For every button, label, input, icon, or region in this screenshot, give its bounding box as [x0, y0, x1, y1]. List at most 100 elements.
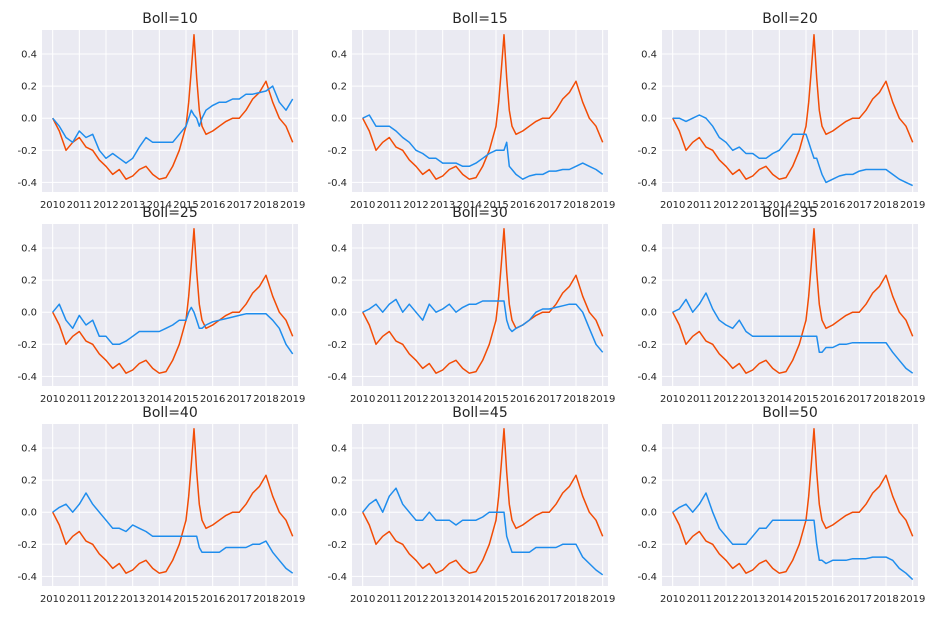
x-tick-label: 2016 — [510, 200, 535, 211]
x-tick-label: 2018 — [253, 200, 278, 211]
x-tick-label: 2013 — [740, 200, 765, 211]
x-tick-label: 2018 — [873, 200, 898, 211]
x-tick-label: 2018 — [873, 594, 898, 605]
x-tick-label: 2010 — [660, 594, 685, 605]
plot-area — [352, 424, 608, 586]
y-tick-label: -0.4 — [327, 178, 347, 189]
x-tick-label: 2018 — [563, 594, 588, 605]
x-tick-label: 2012 — [713, 594, 738, 605]
x-tick-label: 2019 — [590, 200, 615, 211]
plot-area — [662, 30, 918, 192]
strategy-line — [52, 85, 294, 164]
y-tick-label: -0.4 — [637, 572, 657, 583]
x-tick-label: 2010 — [350, 594, 375, 605]
y-tick-label: -0.2 — [17, 540, 37, 551]
y-tick-label: 0.0 — [21, 114, 37, 125]
y-tick-label: 0.2 — [21, 476, 37, 487]
y-tick-label: -0.4 — [637, 372, 657, 383]
y-tick-label: 0.0 — [331, 114, 347, 125]
x-tick-label: 2019 — [590, 594, 615, 605]
x-tick-label: 2018 — [873, 394, 898, 405]
benchmark-line — [362, 228, 604, 374]
strategy-line — [52, 492, 294, 574]
y-tick-label: 0.4 — [641, 444, 657, 455]
y-tick-label: -0.2 — [327, 340, 347, 351]
subplot-title: Boll=20 — [762, 11, 818, 27]
subplot-3: 2010 2011 2012 2013 2014 2015 2016 2017 2018 2019… — [637, 11, 925, 211]
subplot-7: 2010 2011 2012 2013 2014 2015 2016 2017 2018 2019… — [17, 405, 305, 605]
x-tick-label: 2019 — [280, 594, 305, 605]
x-tick-label: 2011 — [377, 394, 402, 405]
x-tick-label: 2010 — [660, 394, 685, 405]
x-tick-label: 2014 — [767, 594, 792, 605]
y-tick-label: 0.4 — [641, 244, 657, 255]
x-tick-label: 2011 — [377, 594, 402, 605]
y-tick-label: 0.4 — [21, 244, 37, 255]
strategy-line — [362, 298, 604, 353]
y-tick-label: 0.0 — [641, 114, 657, 125]
plot-area — [42, 224, 298, 386]
subplot-title: Boll=35 — [762, 205, 818, 221]
x-tick-label: 2015 — [483, 394, 508, 405]
x-tick-label: 2013 — [740, 394, 765, 405]
x-tick-label: 2019 — [280, 200, 305, 211]
y-tick-label: -0.4 — [637, 178, 657, 189]
x-tick-label: 2017 — [227, 394, 252, 405]
x-tick-label: 2014 — [767, 200, 792, 211]
plot-area — [662, 424, 918, 586]
x-tick-label: 2014 — [147, 394, 172, 405]
benchmark-line — [672, 34, 914, 180]
x-tick-label: 2016 — [200, 200, 225, 211]
x-tick-label: 2012 — [403, 594, 428, 605]
x-tick-label: 2018 — [253, 594, 278, 605]
x-tick-label: 2014 — [457, 394, 482, 405]
x-tick-label: 2019 — [280, 394, 305, 405]
x-tick-label: 2017 — [537, 394, 562, 405]
x-tick-label: 2016 — [820, 394, 845, 405]
strategy-line — [672, 492, 914, 581]
x-tick-label: 2012 — [713, 200, 738, 211]
x-tick-label: 2013 — [740, 594, 765, 605]
benchmark-line — [672, 228, 914, 374]
y-tick-label: 0.2 — [641, 276, 657, 287]
y-tick-label: 0.2 — [21, 82, 37, 93]
x-tick-label: 2014 — [457, 200, 482, 211]
subplot-4: 2010 2011 2012 2013 2014 2015 2016 2017 2018 2019… — [17, 205, 305, 405]
x-tick-label: 2012 — [93, 200, 118, 211]
subplot-2: 2010 2011 2012 2013 2014 2015 2016 2017 2018 2019… — [327, 11, 615, 211]
subplot-title: Boll=30 — [452, 205, 508, 221]
x-tick-label: 2017 — [227, 594, 252, 605]
y-tick-label: 0.4 — [331, 50, 347, 61]
x-tick-label: 2015 — [483, 594, 508, 605]
x-tick-label: 2017 — [847, 200, 872, 211]
y-tick-label: 0.0 — [21, 308, 37, 319]
plot-area — [352, 30, 608, 192]
x-tick-label: 2016 — [510, 594, 535, 605]
x-tick-label: 2010 — [40, 200, 65, 211]
y-tick-label: 0.4 — [331, 444, 347, 455]
x-tick-label: 2013 — [430, 200, 455, 211]
x-tick-label: 2017 — [227, 200, 252, 211]
y-tick-label: -0.2 — [17, 146, 37, 157]
benchmark-line — [52, 428, 294, 574]
y-tick-label: 0.2 — [641, 476, 657, 487]
subplot-title: Boll=40 — [142, 405, 198, 421]
x-tick-label: 2015 — [793, 200, 818, 211]
x-tick-label: 2012 — [713, 394, 738, 405]
y-tick-label: -0.4 — [327, 372, 347, 383]
y-tick-label: 0.4 — [331, 244, 347, 255]
strategy-line — [362, 114, 604, 180]
y-tick-label: -0.2 — [637, 146, 657, 157]
x-tick-label: 2019 — [900, 394, 925, 405]
subplot-8: 2010 2011 2012 2013 2014 2015 2016 2017 2018 2019… — [327, 405, 615, 605]
subplot-title: Boll=25 — [142, 205, 198, 221]
y-tick-label: 0.0 — [641, 508, 657, 519]
y-tick-label: 0.2 — [331, 276, 347, 287]
x-tick-label: 2014 — [147, 594, 172, 605]
y-tick-label: 0.2 — [331, 476, 347, 487]
y-tick-label: 0.2 — [21, 276, 37, 287]
x-tick-label: 2016 — [820, 200, 845, 211]
x-tick-label: 2019 — [590, 394, 615, 405]
x-tick-label: 2019 — [900, 200, 925, 211]
